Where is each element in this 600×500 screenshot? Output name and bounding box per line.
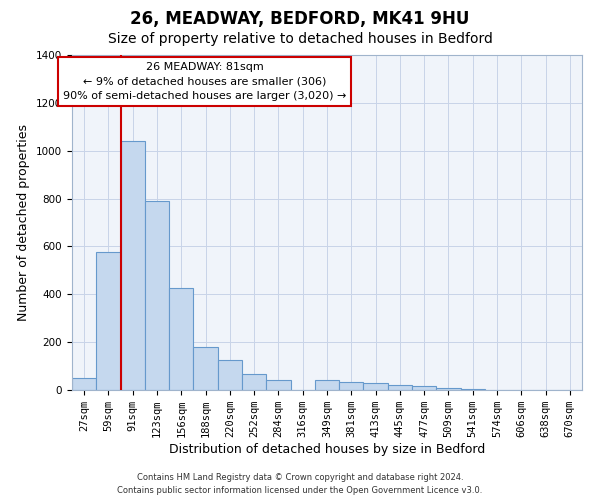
Bar xyxy=(461,389,485,390)
X-axis label: Distribution of detached houses by size in Bedford: Distribution of detached houses by size … xyxy=(169,443,485,456)
Bar xyxy=(145,201,169,390)
Y-axis label: Number of detached properties: Number of detached properties xyxy=(17,124,31,321)
Text: Size of property relative to detached houses in Bedford: Size of property relative to detached ho… xyxy=(107,32,493,46)
Bar xyxy=(412,386,436,390)
Text: 26, MEADWAY, BEDFORD, MK41 9HU: 26, MEADWAY, BEDFORD, MK41 9HU xyxy=(130,10,470,28)
Bar xyxy=(315,380,339,390)
Bar xyxy=(388,385,412,390)
Text: 26 MEADWAY: 81sqm
← 9% of detached houses are smaller (306)
90% of semi-detached: 26 MEADWAY: 81sqm ← 9% of detached house… xyxy=(63,62,346,102)
Bar xyxy=(364,383,388,390)
Bar xyxy=(72,378,96,390)
Text: Contains HM Land Registry data © Crown copyright and database right 2024.
Contai: Contains HM Land Registry data © Crown c… xyxy=(118,474,482,495)
Bar xyxy=(169,288,193,390)
Bar xyxy=(436,388,461,390)
Bar xyxy=(121,141,145,390)
Bar xyxy=(266,380,290,390)
Bar xyxy=(96,252,121,390)
Bar xyxy=(339,382,364,390)
Bar xyxy=(242,374,266,390)
Bar xyxy=(218,360,242,390)
Bar xyxy=(193,347,218,390)
